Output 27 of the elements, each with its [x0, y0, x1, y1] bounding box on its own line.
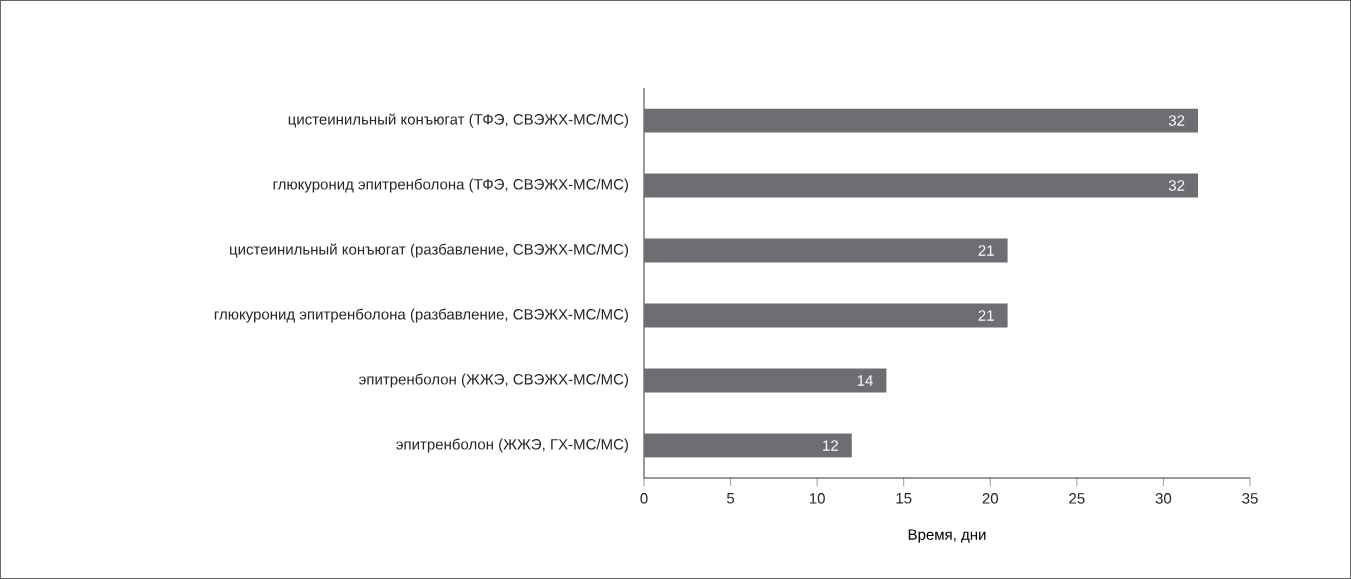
x-tick-label: 5: [726, 493, 735, 504]
data-label: 21: [978, 245, 994, 256]
bar: [644, 303, 1008, 328]
y-tick-label: глюкуронид эпитренболона (ТФЭ, СВЭЖХ-МС/МС): [273, 178, 628, 193]
x-tick-label: 10: [809, 493, 825, 504]
x-tick-label: 0: [640, 493, 648, 504]
x-axis-title: Время, дни: [908, 529, 986, 543]
y-tick-label: цистеинильный конъюгат (разбавление, СВЭЖХ-МС/МС): [230, 243, 628, 258]
x-tick-label: 20: [982, 493, 999, 504]
bar: [644, 173, 1199, 198]
data-label: 32: [1168, 180, 1185, 191]
bar: [644, 368, 887, 393]
bar: [644, 433, 852, 458]
data-label: 32: [1168, 115, 1185, 126]
y-tick-label: эпитренболон (ЖЖЭ, СВЭЖХ-МС/МС): [359, 373, 628, 388]
y-tick-label: глюкуронид эпитренболона (разбавление, СВЭЖХ-МС/МС): [214, 308, 628, 323]
data-label: 21: [978, 310, 994, 321]
x-tick-label: 15: [896, 493, 912, 504]
bar: [644, 108, 1199, 133]
x-tick-label: 25: [1069, 493, 1085, 504]
y-tick-label: цистеинильный конъюгат (ТФЭ, СВЭЖХ-МС/МС): [288, 113, 629, 128]
data-label: 14: [857, 375, 873, 386]
x-tick-label: 35: [1242, 493, 1258, 504]
y-tick-label: эпитренболон (ЖЖЭ, ГХ-МС/МС): [396, 438, 628, 453]
data-label: 12: [823, 440, 838, 451]
x-tick-label: 30: [1155, 493, 1172, 504]
bar: [644, 238, 1008, 263]
